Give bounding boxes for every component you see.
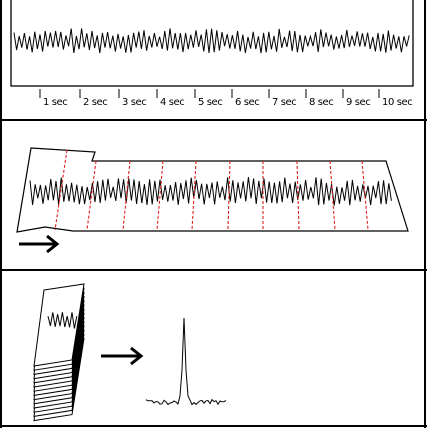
segment-divider — [329, 160, 336, 231]
segment-divider — [54, 149, 68, 231]
right-arrow-icon — [101, 346, 144, 366]
frequency-spectrum-peak — [145, 317, 227, 406]
segment-stack — [33, 283, 85, 422]
top-panel — [10, 0, 414, 98]
segment-divider — [156, 160, 164, 231]
stack-layer — [33, 283, 85, 367]
segmented-strip — [16, 147, 409, 233]
time-tick-label: 3 sec — [122, 97, 147, 108]
segment-divider — [86, 160, 97, 231]
time-tick-label: 4 sec — [160, 97, 185, 108]
segment-divider — [296, 160, 300, 231]
stack-front-waveform — [47, 312, 78, 329]
middle-panel — [16, 147, 409, 254]
time-signal-waveform — [13, 28, 410, 54]
time-tick-label: 9 sec — [346, 97, 371, 108]
segment-divider — [361, 160, 369, 231]
time-tick-label: 2 sec — [83, 97, 108, 108]
segment-dividers — [54, 149, 369, 231]
time-axis-ticks — [39, 89, 380, 98]
strip-waveform — [29, 177, 392, 206]
time-tick-label: 10 sec — [382, 97, 413, 108]
segment-divider — [227, 160, 231, 231]
time-tick-label: 7 sec — [272, 97, 297, 108]
time-tick-label: 8 sec — [309, 97, 334, 108]
time-tick-label: 6 sec — [235, 97, 260, 108]
right-arrow-icon — [19, 234, 60, 254]
segment-divider — [122, 160, 131, 231]
signal-window — [10, 0, 414, 87]
bottom-panel — [33, 283, 227, 422]
time-tick-label: 1 sec — [43, 97, 68, 108]
segment-divider — [191, 160, 197, 231]
time-tick-label: 5 sec — [198, 97, 223, 108]
